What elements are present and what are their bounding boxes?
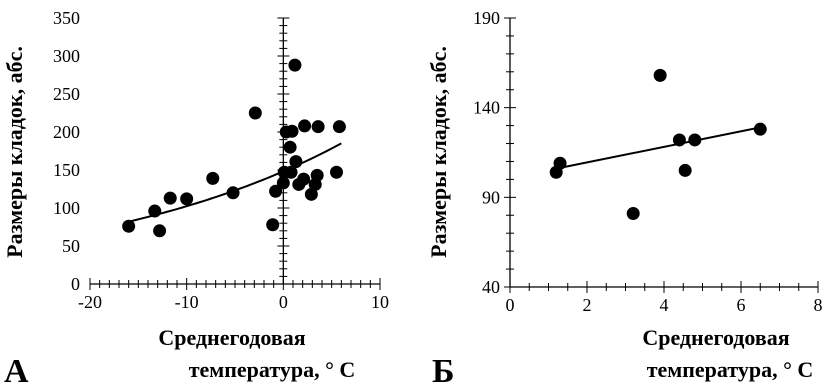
x-tick-label: 0 [279, 292, 288, 312]
data-point [332, 120, 346, 134]
data-point [285, 124, 299, 138]
y-tick-label: 200 [53, 122, 80, 142]
x-tick-label: -10 [175, 292, 199, 312]
data-point [553, 156, 567, 170]
panel-label-b: Б [432, 353, 454, 385]
data-point [153, 224, 167, 238]
axes-b [504, 17, 819, 293]
data-point [288, 58, 302, 72]
panel-label-a: А [4, 353, 29, 385]
data-point [688, 133, 702, 147]
data-point [298, 119, 312, 133]
x-tick-label: 4 [660, 295, 669, 315]
data-point [653, 68, 667, 82]
data-point [678, 163, 692, 177]
x-axis-title-a-line2: температура, ° С [189, 357, 356, 382]
chart-panel-b: 0 2 4 6 8 40 90 140 190 Размеры кладок, абс. Сре… [426, 8, 823, 385]
data-point [672, 133, 686, 147]
data-point [269, 184, 283, 198]
data-point [284, 165, 298, 179]
data-point [311, 120, 325, 134]
data-point [289, 155, 303, 169]
y-tick-label: 100 [53, 198, 80, 218]
y-tick-label: 150 [53, 160, 80, 180]
data-point [626, 206, 640, 220]
y-tick-label: 350 [53, 8, 80, 28]
data-point [276, 176, 290, 190]
y-axis-title-b: Размеры кладок, абс. [426, 46, 451, 258]
x-tick-label: 2 [583, 295, 592, 315]
data-point [248, 106, 262, 120]
x-tick-label: 8 [814, 295, 823, 315]
x-tick-label: 6 [737, 295, 746, 315]
data-point [310, 168, 324, 182]
y-tick-label: 190 [473, 8, 500, 28]
y-tick-label: 140 [473, 98, 500, 118]
data-point [206, 171, 220, 185]
data-point [297, 172, 311, 186]
axes-a [89, 17, 381, 290]
y-tick-label: 50 [62, 236, 80, 256]
y-tick-label: 40 [482, 277, 500, 297]
data-point [283, 140, 297, 154]
y-tick-label: 250 [53, 84, 80, 104]
x-axis-title-b-line1: Среднегодовая [642, 325, 789, 350]
data-point [304, 187, 318, 201]
data-point [266, 218, 280, 232]
data-point [226, 186, 240, 200]
y-tick-label: 0 [71, 274, 80, 294]
trendline [556, 126, 761, 170]
data-point [180, 192, 194, 206]
y-tick-label: 90 [482, 187, 500, 207]
y-axis-title-a: Размеры кладок, абс. [2, 46, 27, 258]
data-point [163, 191, 177, 205]
data-point [148, 204, 162, 218]
y-tick-label: 300 [53, 46, 80, 66]
trendline-b [556, 126, 761, 170]
data-point [330, 165, 343, 179]
scatter-points-a [122, 58, 346, 238]
x-axis-title-a-line1: Среднегодовая [158, 325, 305, 350]
data-point [122, 219, 136, 233]
tick-labels-b: 0 2 4 6 8 40 90 140 190 [473, 8, 823, 315]
data-point [753, 122, 767, 136]
scatter-points-b [549, 68, 767, 220]
x-tick-label: 10 [371, 292, 389, 312]
x-tick-label: -20 [78, 292, 102, 312]
x-axis-title-b-line2: температура, ° С [647, 357, 814, 382]
x-tick-label: 0 [506, 295, 515, 315]
